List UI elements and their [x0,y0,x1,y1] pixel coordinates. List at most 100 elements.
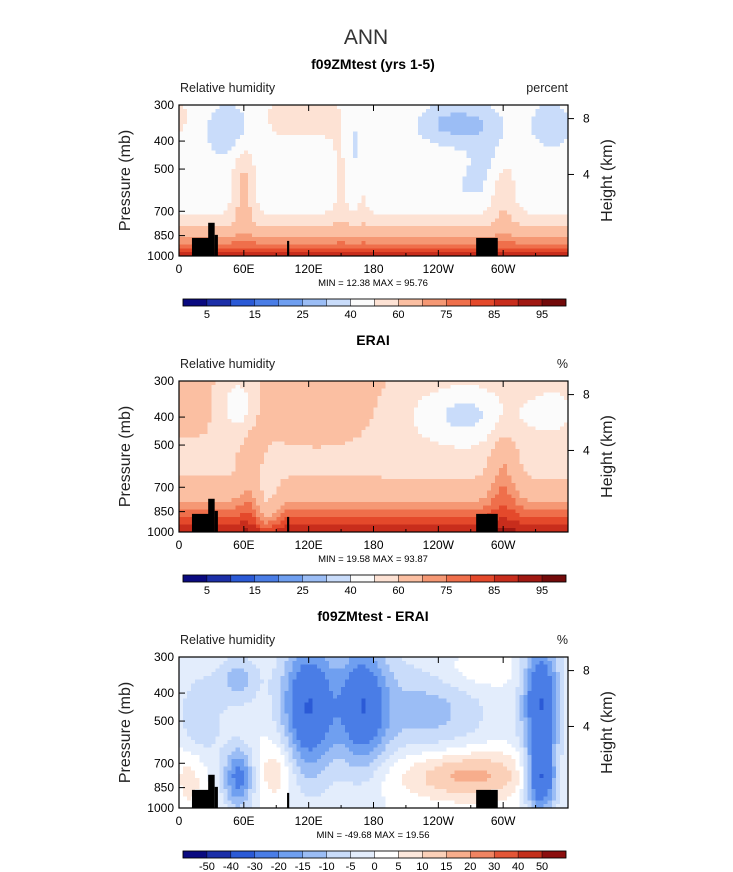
heatmap-cell [458,199,464,204]
heatmap-cell [195,150,200,155]
heatmap-cell [409,157,415,163]
heatmap-cell [466,161,472,166]
heatmap-cell [341,142,346,147]
heatmap-cell [547,244,553,249]
heatmap-cell [272,199,277,204]
heatmap-cell [543,418,549,423]
heatmap-cell [422,120,427,125]
heatmap-cell [357,210,362,215]
heatmap-cell [405,191,411,196]
heatmap-cell [195,414,200,420]
heatmap-cell [349,120,354,125]
heatmap-cell [409,396,415,401]
heatmap-cell [227,403,233,408]
heatmap-cell [255,210,261,215]
heatmap-cell [211,142,216,147]
heatmap-cell [551,123,557,129]
heatmap-cell [328,399,334,405]
xtick-label: 120W [423,262,455,276]
heatmap-cell [195,206,200,212]
heatmap-cell [519,407,524,412]
heatmap-cell [260,180,265,185]
heatmap-cell [276,165,281,170]
heatmap-cell [223,135,229,140]
heatmap-cell [393,214,399,219]
heatmap-cell [292,206,297,212]
heatmap-cell [231,229,237,234]
heatmap-cell [280,127,285,132]
heatmap-cell [458,120,464,125]
heatmap-cell [369,229,374,234]
heatmap-cell [324,203,330,208]
heatmap-cell [438,240,443,246]
heatmap-cell [304,142,310,147]
heatmap-cell [284,392,289,397]
heatmap-cell [385,237,391,242]
heatmap-cell [235,229,241,234]
heatmap-cell [219,112,224,117]
heatmap-cell [397,411,403,416]
heatmap-cell [418,403,423,408]
heatmap-cell [337,418,342,423]
heatmap-cell [260,165,265,170]
heatmap-cell [519,218,524,223]
heatmap-cell [300,188,306,193]
heatmap-cell [264,414,269,420]
heatmap-cell [179,165,184,170]
heatmap-cell [312,384,318,389]
heatmap-cell [503,138,508,144]
heatmap-cell [389,214,395,219]
heatmap-cell [324,127,330,132]
heatmap-cell [320,120,326,125]
heatmap-cell [235,142,241,147]
heatmap-cell [535,131,541,136]
heatmap-cell [499,116,504,121]
heatmap-cell [409,214,415,219]
heatmap-cell [231,418,237,423]
heatmap-cell [341,396,346,401]
heatmap-cell [328,403,334,408]
heatmap-cell [381,172,387,178]
heatmap-cell [414,206,419,212]
heatmap-cell [454,172,459,178]
heatmap-cell [539,105,545,110]
heatmap-cells [179,381,569,533]
heatmap-cell [563,161,569,166]
heatmap-cell [373,161,378,166]
heatmap-cell [239,169,245,174]
heatmap-cell [264,165,269,170]
heatmap-cell [442,150,447,155]
heatmap-cell [304,120,310,125]
heatmap-cell [507,199,512,204]
heatmap-cell [288,392,293,397]
heatmap-cell [535,180,541,185]
heatmap-cell [239,396,245,401]
ytick-label: 300 [154,98,174,112]
heatmap-cell [215,381,220,386]
heatmap-cell [462,154,468,159]
heatmap-cell [474,120,480,125]
heatmap-cell [365,146,370,151]
heatmap-cell [255,131,261,136]
heatmap-cell [559,229,565,234]
heatmap-cell [251,161,257,166]
heatmap-cell [324,120,330,125]
heatmap-cell [296,248,301,253]
heatmap-cell [474,150,480,155]
heatmap-cell [195,105,200,110]
heatmap-cell [247,161,253,166]
heatmap-cell [393,127,399,132]
heatmap-cell [405,112,411,117]
heatmap-cell [422,165,427,170]
heatmap-cell [195,146,200,151]
heatmap-cell [539,218,545,223]
heatmap-cell [563,407,569,412]
heatmap-cell [304,388,310,393]
heatmap-cell [551,229,557,234]
heatmap-cell [503,146,508,151]
heatmap-cell [543,396,549,401]
heatmap-cell [478,384,484,389]
heatmap-cell [215,123,220,129]
heatmap-cell [361,252,366,257]
heatmap-cell [507,252,512,257]
